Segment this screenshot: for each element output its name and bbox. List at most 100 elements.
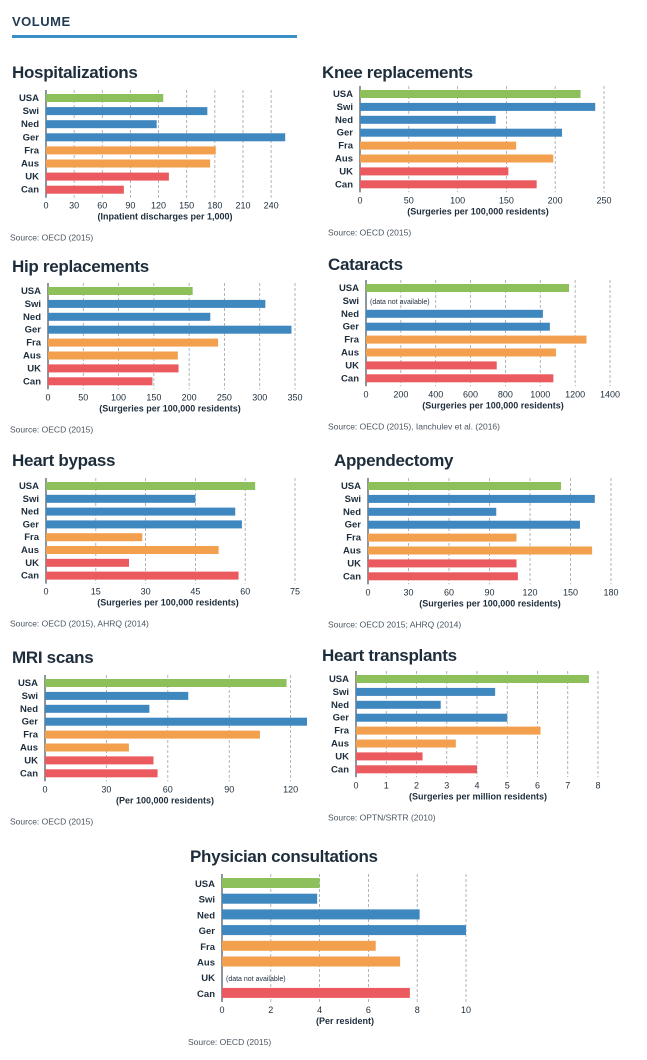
tick-label: 30 xyxy=(69,201,79,211)
category-label: Aus xyxy=(21,545,39,556)
bar xyxy=(368,482,562,490)
tick-label: 90 xyxy=(125,201,135,211)
category-label: Can xyxy=(197,989,215,1000)
bar xyxy=(366,335,587,344)
category-label: Can xyxy=(21,185,39,196)
bar xyxy=(48,299,266,308)
bar xyxy=(356,765,477,774)
category-label: Can xyxy=(343,571,361,582)
bar xyxy=(46,520,242,529)
bar xyxy=(45,679,287,687)
bar xyxy=(45,769,158,778)
tick-label: 350 xyxy=(287,392,302,402)
category-label: Ger xyxy=(23,132,40,143)
cataracts-title: Cataracts xyxy=(328,255,403,274)
tick-label: 90 xyxy=(484,587,494,597)
tick-label: 120 xyxy=(283,784,298,794)
bar xyxy=(356,675,589,683)
tick-label: 0 xyxy=(43,587,48,597)
category-label: Aus xyxy=(20,743,38,754)
source-note: Source: OECD (2015), AHRQ (2014) xyxy=(10,619,149,629)
bar xyxy=(46,133,286,142)
bar xyxy=(48,351,178,360)
bar xyxy=(46,533,143,542)
x-axis-label: (Per 100,000 residents) xyxy=(116,795,214,805)
category-label: Fra xyxy=(344,335,360,346)
tick-label: 1000 xyxy=(530,389,550,399)
x-axis-label: (Surgeries per million residents) xyxy=(409,791,547,801)
tick-label: 15 xyxy=(91,587,101,597)
tick-label: 180 xyxy=(207,201,222,211)
bar xyxy=(46,146,216,155)
tick-label: 30 xyxy=(403,587,413,597)
tick-label: 600 xyxy=(463,389,478,399)
bar xyxy=(356,687,496,696)
category-label: Ned xyxy=(335,115,353,126)
bar xyxy=(360,102,596,111)
category-label: Fra xyxy=(26,338,42,349)
tick-label: 120 xyxy=(522,587,537,597)
category-label: Ger xyxy=(337,128,354,139)
hospitalizations-title: Hospitalizations xyxy=(12,63,138,82)
appendectomy-title: Appendectomy xyxy=(334,451,454,470)
category-label: Swi xyxy=(22,691,38,702)
source-note: Source: OECD (2015) xyxy=(10,424,93,434)
tick-label: 0 xyxy=(45,392,50,402)
category-label: Ger xyxy=(333,713,350,724)
bar xyxy=(46,120,157,129)
bar xyxy=(368,507,497,516)
category-label: Can xyxy=(335,179,353,190)
category-label: UK xyxy=(339,166,353,177)
bar xyxy=(222,940,376,951)
section-rule xyxy=(12,35,297,38)
bar xyxy=(222,956,401,967)
tick-label: 120 xyxy=(151,201,166,211)
tick-label: 90 xyxy=(224,784,234,794)
category-label: Can xyxy=(20,768,38,779)
source-note: Source: OECD (2015), Ianchulev et al. (2… xyxy=(328,421,500,431)
x-axis-label: (Surgeries per 100,000 residents) xyxy=(422,400,564,410)
category-label: USA xyxy=(18,678,38,689)
category-label: Swi xyxy=(25,299,41,310)
source-note: Source: OECD (2015) xyxy=(188,1037,271,1047)
bar xyxy=(360,154,554,163)
category-label: UK xyxy=(201,973,215,984)
category-label: Ned xyxy=(197,910,215,921)
source-note: Source: OECD (2015) xyxy=(10,233,93,243)
bar xyxy=(48,377,153,386)
category-label: Can xyxy=(341,373,359,384)
tick-label: 250 xyxy=(596,195,611,205)
bar xyxy=(48,287,193,295)
heart-bypass-title: Heart bypass xyxy=(12,451,115,470)
category-label: Ger xyxy=(22,717,39,728)
category-label: Aus xyxy=(341,348,359,359)
tick-label: 240 xyxy=(264,201,279,211)
category-label: Ned xyxy=(341,309,359,320)
category-label: Ger xyxy=(345,520,362,531)
category-label: Swi xyxy=(333,687,349,698)
tick-label: 1400 xyxy=(600,389,620,399)
tick-label: 150 xyxy=(146,392,161,402)
tick-label: 210 xyxy=(235,201,250,211)
bar xyxy=(46,172,169,181)
category-label: USA xyxy=(341,481,361,492)
category-label: Swi xyxy=(345,494,361,505)
knee-replacements-title: Knee replacements xyxy=(322,63,473,82)
category-label: Swi xyxy=(23,106,39,117)
tick-label: 6 xyxy=(366,1005,371,1015)
bar xyxy=(45,704,150,713)
bar xyxy=(46,558,129,567)
tick-label: 1200 xyxy=(565,389,585,399)
tick-label: 0 xyxy=(219,1005,224,1015)
tick-label: 60 xyxy=(240,587,250,597)
category-label: UK xyxy=(27,363,41,374)
tick-label: 10 xyxy=(461,1005,471,1015)
tick-label: 2 xyxy=(414,780,419,790)
category-label: Ned xyxy=(21,119,39,130)
category-label: Aus xyxy=(335,154,353,165)
category-label: Aus xyxy=(343,546,361,557)
x-axis-label: (Per resident) xyxy=(316,1016,374,1026)
category-label: Can xyxy=(21,571,39,582)
bar xyxy=(46,94,164,102)
